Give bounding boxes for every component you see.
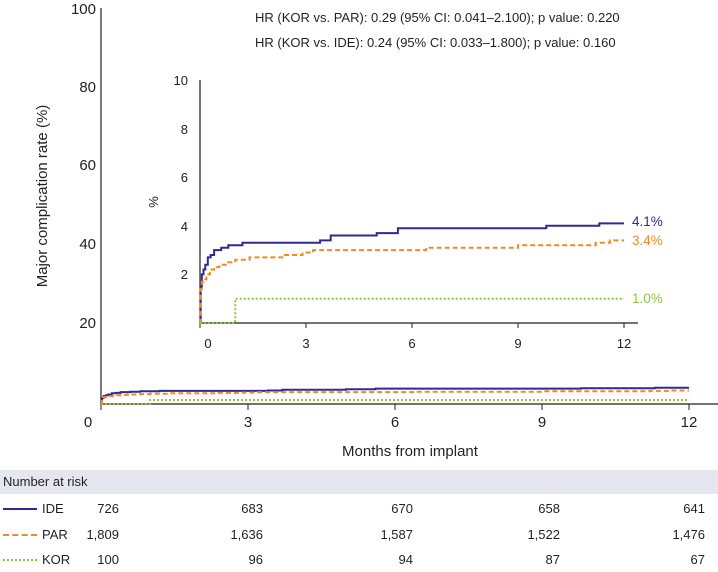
inset-x-tick-label: 12 xyxy=(617,336,631,351)
risk-count: 658 xyxy=(538,501,560,516)
x-tick-label: 0 xyxy=(84,414,92,431)
y-tick-label: 40 xyxy=(79,236,96,253)
inset-series-kor xyxy=(200,297,624,324)
risk-row-par: PAR 1,809 1,636 1,587 1,522 1,476 xyxy=(0,523,718,547)
inset-x-tick-label: 9 xyxy=(514,336,521,351)
inset-y-tick-label: 2 xyxy=(181,267,188,282)
risk-count: 683 xyxy=(241,501,263,516)
inset-plot: 2 4 6 8 10 0 3 6 9 12 % 4.1% 3.4% 1.0% xyxy=(146,73,663,351)
inset-y-tick-label: 10 xyxy=(174,73,188,88)
legend-swatch-kor xyxy=(3,559,37,561)
inset-y-axis-title: % xyxy=(146,196,161,208)
risk-count: 1,809 xyxy=(86,527,119,542)
y-tick-label: 100 xyxy=(71,1,96,18)
inset-x-tick-label: 3 xyxy=(302,336,309,351)
x-axis-title: Months from implant xyxy=(342,443,479,460)
risk-count: 1,636 xyxy=(230,527,263,542)
risk-count: 96 xyxy=(248,552,263,567)
km-chart: 20 40 60 80 100 0 3 6 9 12 Months from i… xyxy=(34,1,718,460)
x-tick-label: 12 xyxy=(681,414,698,431)
risk-count: 67 xyxy=(690,552,705,567)
end-label-kor: 1.0% xyxy=(632,291,663,306)
y-tick-label: 80 xyxy=(79,79,96,96)
inset-x-tick-label: 0 xyxy=(204,336,211,351)
risk-count: 641 xyxy=(683,501,705,516)
risk-count: 87 xyxy=(545,552,560,567)
risk-count: 670 xyxy=(391,501,413,516)
risk-row-name: PAR xyxy=(42,527,68,542)
legend-swatch-ide xyxy=(3,508,37,510)
inset-y-tick-label: 8 xyxy=(181,122,188,137)
inset-series-par xyxy=(199,239,624,324)
risk-table-header: Number at risk xyxy=(0,470,718,494)
hr-annotation-kor-ide: HR (KOR vs. IDE): 0.24 (95% CI: 0.033–1.… xyxy=(255,35,616,50)
main-series-ide xyxy=(101,386,689,405)
risk-row-kor: KOR 100 96 94 87 67 xyxy=(0,548,718,572)
hr-annotation-kor-par: HR (KOR vs. PAR): 0.29 (95% CI: 0.041–2.… xyxy=(255,10,620,25)
end-label-par: 3.4% xyxy=(632,233,663,248)
risk-count: 1,522 xyxy=(527,527,560,542)
risk-row-name: IDE xyxy=(42,501,64,516)
main-series-kor xyxy=(101,399,689,405)
risk-count: 1,587 xyxy=(380,527,413,542)
risk-count: 1,476 xyxy=(672,527,705,542)
risk-row-ide: IDE 726 683 670 658 641 xyxy=(0,497,718,521)
risk-count: 726 xyxy=(97,501,119,516)
y-tick-label: 60 xyxy=(79,157,96,174)
inset-y-tick-label: 4 xyxy=(181,219,188,234)
risk-count: 100 xyxy=(97,552,119,567)
end-label-ide: 4.1% xyxy=(632,214,663,229)
legend-swatch-par xyxy=(3,534,37,536)
inset-series-ide xyxy=(199,222,624,324)
y-tick-label: 20 xyxy=(79,315,96,332)
main-series-par xyxy=(101,389,689,405)
x-tick-label: 3 xyxy=(244,414,252,431)
y-axis-title: Major complication rate (%) xyxy=(34,105,51,288)
x-tick-label: 9 xyxy=(538,414,546,431)
x-tick-label: 6 xyxy=(391,414,399,431)
risk-table-title: Number at risk xyxy=(3,474,88,489)
risk-count: 94 xyxy=(398,552,413,567)
inset-x-tick-label: 6 xyxy=(408,336,415,351)
inset-y-tick-label: 6 xyxy=(181,170,188,185)
